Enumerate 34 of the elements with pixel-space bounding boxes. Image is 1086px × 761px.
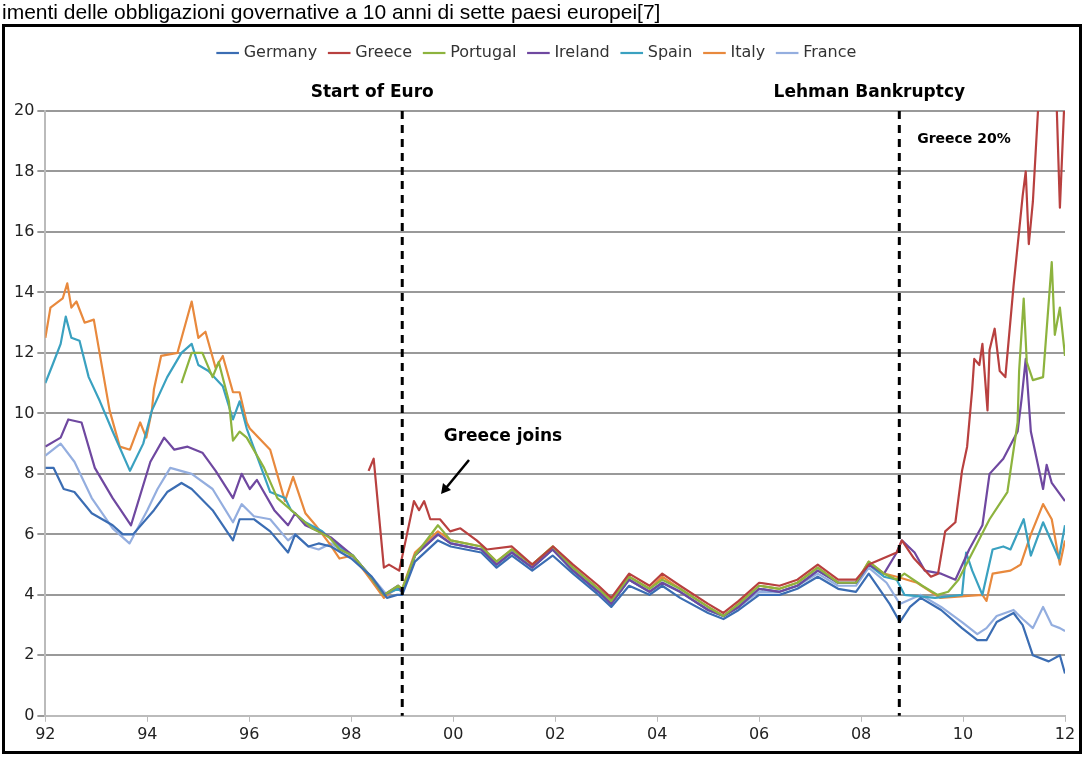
legend-label: France (803, 42, 857, 62)
x-tick-label: 02 (545, 723, 566, 743)
y-tick-label: 20 (14, 100, 35, 120)
x-tick-label: 92 (35, 723, 56, 743)
y-tick-label: 6 (24, 523, 35, 543)
legend-label: Greece (355, 42, 413, 62)
ref-line-label: Lehman Bankruptcy (773, 80, 966, 101)
ref-line-label: Start of Euro (310, 80, 434, 101)
y-tick-label: 14 (14, 281, 35, 301)
legend-label: Italy (730, 42, 766, 62)
x-tick-label: 94 (137, 723, 158, 743)
y-tick-label: 2 (24, 644, 35, 664)
y-tick-label: 4 (24, 584, 35, 603)
x-tick-label: 10 (952, 723, 974, 743)
y-tick-label: 12 (14, 342, 35, 362)
x-tick-label: 96 (239, 723, 260, 743)
x-tick-label: 98 (341, 723, 362, 743)
chart-title: imenti delle obbligazioni governative a 10 anni di sette paesi europei[7] (1, 0, 662, 24)
y-tick-label: 0 (24, 704, 35, 724)
y-tick-label: 18 (14, 160, 35, 180)
y-tick-label: 16 (14, 221, 35, 241)
legend-label: Spain (647, 42, 693, 62)
annotation: Greece 20% (917, 130, 1011, 147)
x-tick-label: 00 (443, 723, 464, 743)
y-tick-label: 10 (14, 402, 35, 422)
annotation: Greece joins (443, 425, 563, 446)
x-tick-label: 12 (1054, 723, 1076, 743)
x-tick-label: 04 (646, 723, 668, 743)
legend-label: Ireland (554, 42, 610, 62)
x-tick-label: 06 (748, 723, 770, 743)
x-tick-label: 08 (850, 723, 872, 743)
legend-label: Portugal (450, 42, 517, 62)
y-tick-label: 8 (24, 463, 35, 483)
legend-label: Germany (243, 42, 318, 62)
